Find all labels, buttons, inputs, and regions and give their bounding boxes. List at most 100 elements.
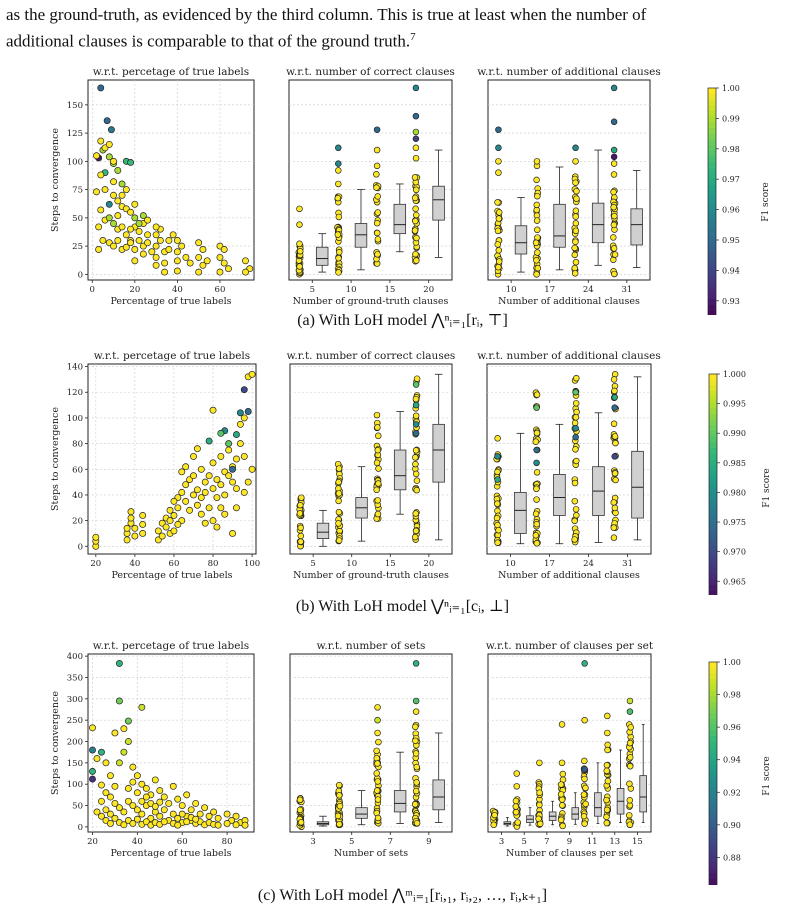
strip-point bbox=[334, 812, 342, 820]
strip-point bbox=[494, 521, 501, 529]
colorbar-tick-label: 0.98 bbox=[722, 145, 740, 154]
colorbar-segment bbox=[709, 402, 717, 409]
colorbar-segment bbox=[708, 190, 716, 197]
x-tick-label: 5 bbox=[310, 285, 315, 295]
strip-point bbox=[534, 234, 541, 241]
colorbar-segment bbox=[709, 391, 717, 398]
strip-point bbox=[373, 126, 381, 133]
scatter-point bbox=[138, 780, 146, 788]
colorbar: 1.00 0.99 0.98 0.97 0.96 0.95 0.94 0.93 F1 score bbox=[707, 84, 771, 315]
strip-point bbox=[413, 763, 420, 771]
strip-point bbox=[533, 485, 540, 493]
box bbox=[315, 246, 329, 266]
colorbar-segment bbox=[709, 431, 717, 438]
colorbar-segment bbox=[709, 872, 717, 880]
strip-point bbox=[533, 391, 541, 398]
x-tick-label: 31 bbox=[622, 559, 633, 569]
panel-title: w.r.t. percetage of true labels bbox=[94, 350, 250, 362]
colorbar: 1.000 0.995 0.990 0.985 0.980 0.975 0.970 0.965… bbox=[708, 370, 772, 595]
colorbar-segment bbox=[708, 247, 716, 254]
colorbar-segment bbox=[709, 533, 717, 540]
strip-point bbox=[581, 766, 588, 773]
colorbar-frame bbox=[707, 87, 717, 315]
scatter-point bbox=[127, 159, 135, 166]
colorbar-segment bbox=[709, 550, 717, 557]
scatter-point bbox=[195, 239, 203, 247]
scatter-point bbox=[106, 820, 114, 827]
colorbar-segment bbox=[708, 310, 716, 315]
scatter-point bbox=[139, 530, 147, 537]
scatter-point bbox=[105, 200, 113, 208]
strip-point bbox=[412, 128, 420, 136]
strip-point bbox=[626, 821, 634, 828]
scatter-point bbox=[201, 519, 209, 527]
scatter-point bbox=[225, 446, 233, 454]
colorbar-segment bbox=[709, 482, 717, 489]
strip-point bbox=[412, 84, 420, 92]
strip-point bbox=[297, 532, 305, 540]
strip-point bbox=[335, 781, 343, 789]
colorbar-segment bbox=[709, 753, 717, 760]
scatter-point bbox=[131, 257, 139, 265]
strip-point bbox=[611, 470, 619, 477]
scatter-point bbox=[169, 231, 177, 239]
colorbar-segment bbox=[709, 736, 717, 743]
strip-point bbox=[374, 729, 381, 737]
box bbox=[639, 775, 647, 813]
strip-point bbox=[296, 510, 304, 517]
x-tick-label: 3 bbox=[310, 837, 315, 847]
scatter-point bbox=[133, 806, 141, 814]
scatter-point bbox=[144, 239, 152, 247]
colorbar-tick-label: 0.975 bbox=[723, 518, 746, 527]
scatter-point bbox=[156, 787, 164, 795]
scatter-point bbox=[217, 452, 225, 460]
x-tick-label: 24 bbox=[583, 559, 594, 569]
scatter-point bbox=[220, 246, 228, 253]
colorbar-segment bbox=[709, 701, 717, 709]
x-tick-label: 7 bbox=[544, 837, 549, 847]
strip-point bbox=[612, 439, 619, 447]
scatter-point bbox=[161, 268, 169, 276]
scatter-point bbox=[225, 440, 233, 448]
colorbar-segment bbox=[708, 236, 716, 243]
strip-point bbox=[611, 251, 619, 258]
colorbar-segment bbox=[709, 374, 717, 381]
strip-point bbox=[626, 780, 633, 788]
strip-point bbox=[581, 660, 588, 667]
strip-point bbox=[580, 813, 588, 820]
strip-point bbox=[571, 244, 578, 252]
scatter-point bbox=[248, 370, 256, 378]
strip-point bbox=[374, 193, 381, 200]
colorbar-segment bbox=[709, 470, 717, 478]
strip-point bbox=[611, 387, 618, 395]
colorbar-segment bbox=[709, 696, 717, 703]
colorbar-segment bbox=[709, 408, 717, 415]
scatter-point bbox=[240, 414, 248, 422]
scatter-point bbox=[102, 806, 110, 814]
scatter-point bbox=[209, 485, 217, 492]
y-tick-label: 120 bbox=[67, 388, 83, 398]
colorbar-tick-label: 0.94 bbox=[722, 266, 740, 275]
strip-point bbox=[335, 144, 342, 152]
strip-point bbox=[572, 258, 580, 266]
strip-point bbox=[627, 724, 634, 731]
box bbox=[571, 807, 580, 820]
colorbar-segment bbox=[708, 287, 716, 294]
strip-point bbox=[557, 816, 565, 824]
colorbar-segment bbox=[709, 667, 717, 674]
strip-point bbox=[533, 469, 541, 476]
scatter-point bbox=[110, 157, 117, 165]
x-tick-label: 80 bbox=[208, 559, 219, 569]
scatter-point bbox=[111, 814, 119, 822]
strip-point bbox=[374, 510, 382, 518]
panel-0: w.r.t. percetage of true labels 0 25 50 75 10… bbox=[50, 66, 255, 307]
strip-point bbox=[626, 697, 634, 705]
x-axis-label: Number of ground-truth clauses bbox=[293, 296, 449, 307]
scatter-point bbox=[131, 524, 139, 532]
strip-point bbox=[558, 759, 566, 767]
strip-point bbox=[557, 791, 565, 798]
strip-point bbox=[412, 401, 420, 409]
scatter-point bbox=[148, 248, 156, 256]
scatter-point bbox=[123, 524, 131, 532]
x-axis-label: Percentage of true labels bbox=[111, 570, 232, 581]
